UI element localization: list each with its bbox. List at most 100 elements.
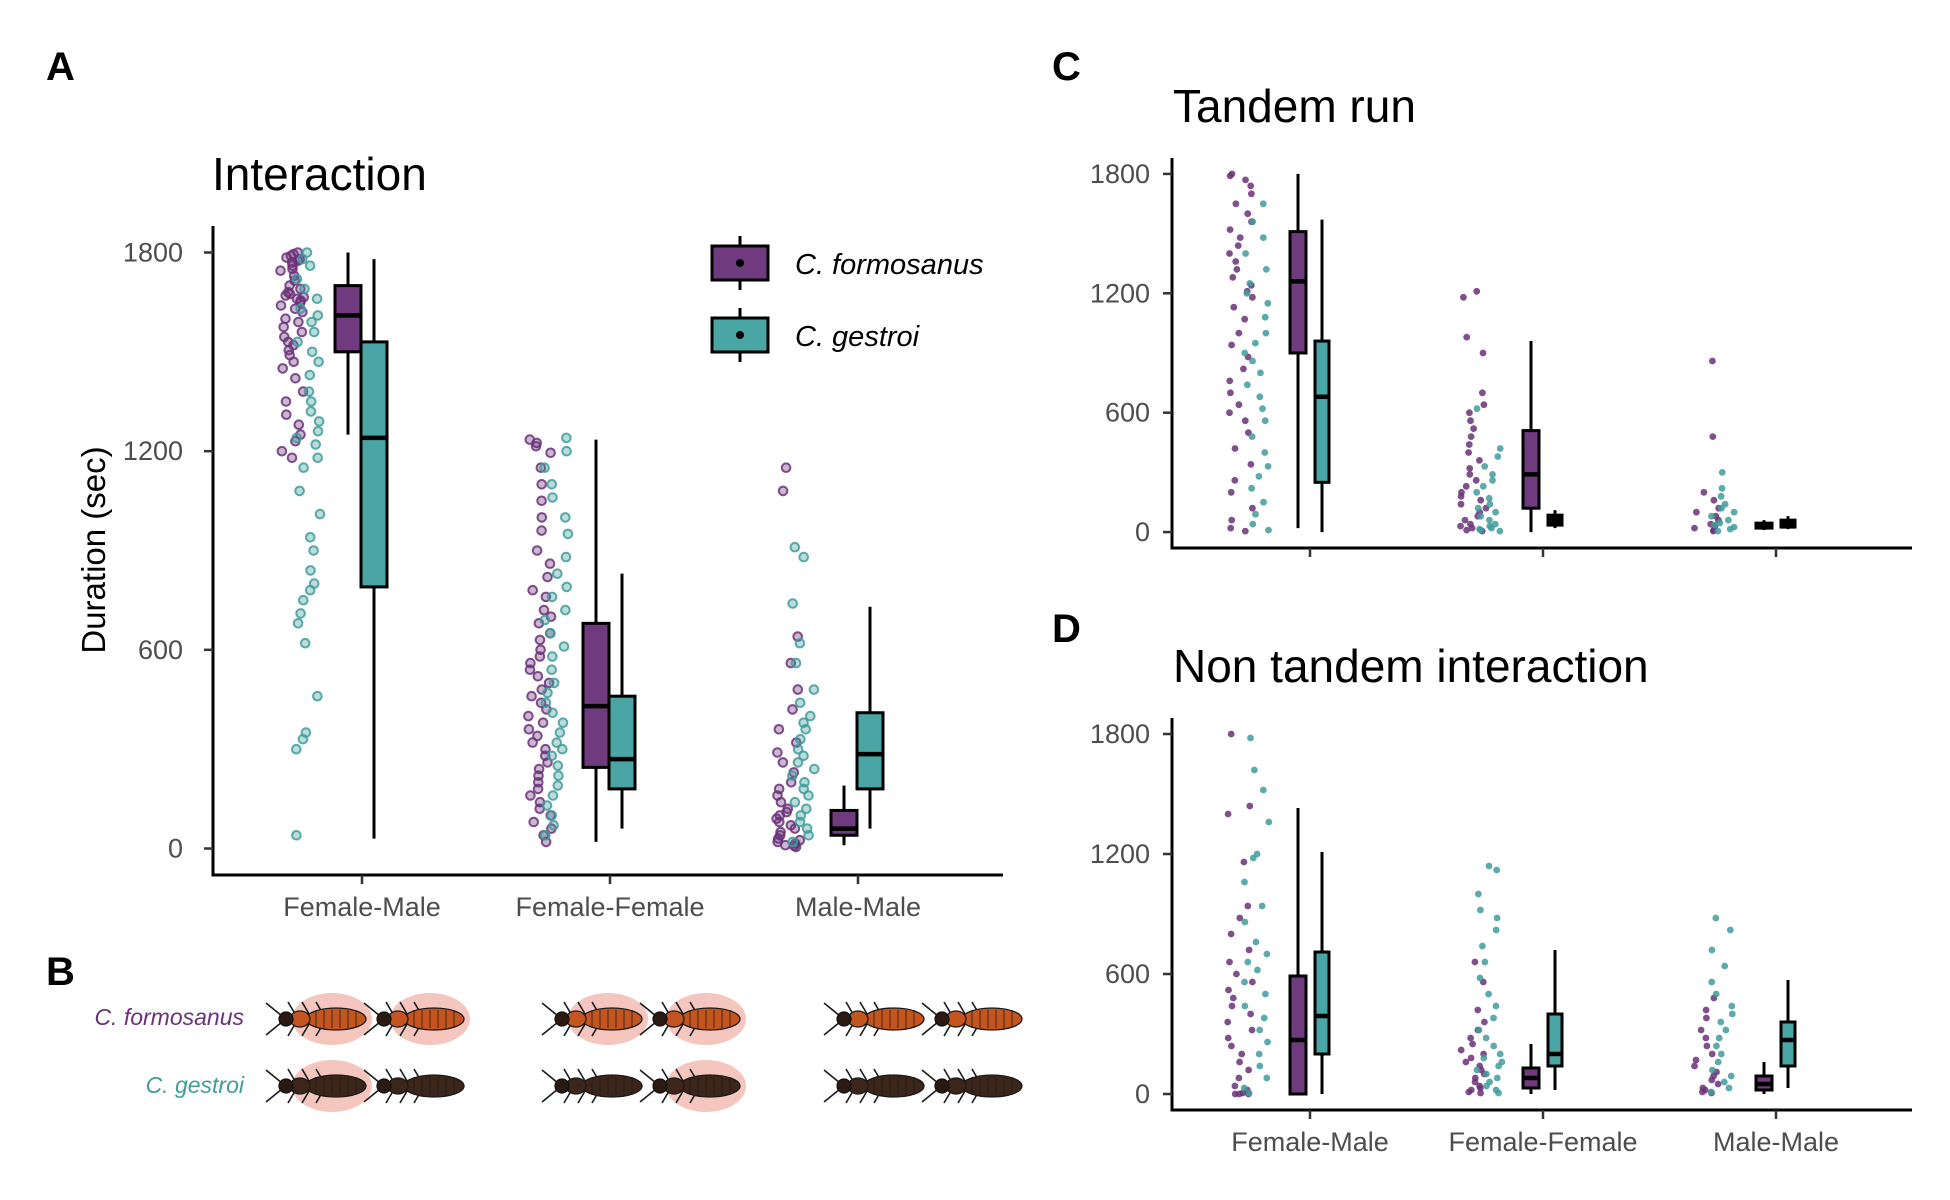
data-point [312,310,324,321]
data-point [1242,250,1249,257]
data-point [308,545,319,556]
data-point [530,440,542,452]
termite [823,1068,925,1104]
box-body [607,694,637,791]
data-point [1716,519,1724,527]
data-point [560,604,571,616]
data-point [281,409,292,421]
data-point [809,763,820,775]
x-tick-label: Male-Male [1713,1127,1839,1157]
termite-antenna [265,1021,283,1036]
data-point [313,416,325,427]
data-point [1249,357,1256,365]
chart-panel-c: 0 600 1200 1800 [1090,158,1912,557]
data-point [1467,433,1475,440]
data-point [1228,516,1236,524]
data-point [557,743,568,755]
data-point [1692,1056,1700,1064]
data-point [794,816,806,828]
data-point [1256,1026,1264,1034]
data-point [280,290,292,301]
data-point [527,737,538,748]
data-point [1228,1042,1235,1050]
data-point [1252,938,1260,946]
box-body [333,284,363,354]
data-point [532,783,544,795]
data-point [552,780,564,791]
data-point [553,770,564,782]
data-point [312,690,323,702]
data-point [1697,1026,1705,1034]
data-point [1241,527,1249,535]
data-point [546,591,558,603]
data-point [1463,526,1470,534]
data-point [295,608,306,619]
x-tick-label: Female-Female [515,892,704,922]
data-point [1486,516,1493,524]
data-point [1699,1088,1706,1096]
data-point [787,770,798,782]
data-point [286,452,298,464]
termite-antenna [363,1021,381,1036]
data-point [1249,520,1257,528]
box-body [1313,339,1331,484]
data-point [1466,465,1474,472]
termite-head [278,1078,294,1094]
data-point [539,614,551,626]
data-point [291,432,303,444]
data-point [1496,445,1504,452]
termite-abdomen [961,1074,1023,1098]
data-point [1700,488,1708,496]
data-point [1241,315,1249,323]
data-point [1233,266,1241,273]
data-point [544,558,556,570]
data-point [314,508,326,520]
data-point [1726,926,1734,934]
data-point [1241,918,1249,926]
data-point [560,551,572,563]
data-point [1246,280,1254,287]
data-point [789,541,801,553]
data-point [1235,329,1243,337]
termite [823,1001,925,1037]
termite [363,993,470,1045]
data-point [1709,1066,1716,1074]
data-point [1262,266,1270,273]
data-point [1718,504,1725,512]
data-point [803,830,814,841]
termite-abdomen [679,1007,741,1031]
data-point [1241,349,1249,357]
data-point [772,747,783,758]
data-point [792,684,804,695]
data-point [1462,482,1470,490]
data-point [1728,1002,1736,1010]
data-point [790,657,802,669]
termite-illustration [265,993,1023,1112]
data-point [777,485,789,497]
data-point [304,584,316,596]
data-point [1482,1034,1490,1042]
data-point [1708,512,1715,520]
data-point [1467,1054,1475,1062]
data-point [297,733,309,745]
data-point [1228,341,1235,349]
data-point [1226,172,1234,180]
data-point [1710,496,1718,504]
data-point [304,532,316,543]
x-tick-label: Female-Male [1231,1127,1389,1157]
data-point [1730,508,1738,516]
data-point [542,571,553,583]
data-point [1471,1078,1479,1086]
y-tick-label: 0 [168,834,183,864]
data-point [1472,476,1480,484]
termite-antenna [921,1069,939,1084]
data-point [1476,457,1483,464]
data-point [1466,471,1474,478]
data-point [1245,1089,1253,1097]
termite-antenna [265,1069,283,1084]
data-point [1725,1084,1733,1092]
data-point [540,830,551,841]
data-point [1232,258,1240,265]
data-point [304,369,316,381]
data-point [1261,417,1269,425]
